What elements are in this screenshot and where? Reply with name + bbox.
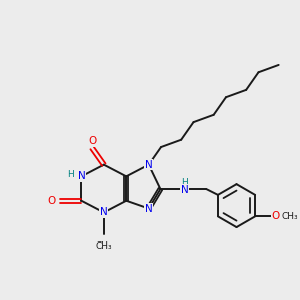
Text: H: H <box>182 178 188 187</box>
Text: O: O <box>272 211 280 221</box>
Text: CH₃: CH₃ <box>95 241 112 250</box>
Text: N: N <box>145 160 153 170</box>
Text: N: N <box>181 185 189 195</box>
Text: O: O <box>88 136 96 146</box>
Text: N: N <box>100 207 108 218</box>
Text: CH₃: CH₃ <box>95 242 112 251</box>
Text: H: H <box>67 170 74 179</box>
Text: CH₃: CH₃ <box>282 212 298 221</box>
Text: N: N <box>77 171 85 181</box>
Text: O: O <box>47 196 55 206</box>
Text: N: N <box>145 203 153 214</box>
